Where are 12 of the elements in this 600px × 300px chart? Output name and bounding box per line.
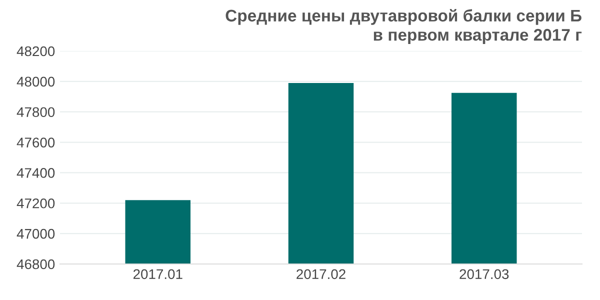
y-tick-label: 47400 bbox=[16, 168, 55, 178]
y-tick-label: 46800 bbox=[16, 259, 55, 270]
y-tick-label: 47800 bbox=[16, 107, 55, 118]
y-tick-label: 47200 bbox=[16, 198, 55, 208]
chart-title: Средние цены двутавровой балки серии Б в первом квартале 2017 г bbox=[226, 9, 582, 44]
y-tick-label: 47000 bbox=[16, 228, 55, 239]
y-tick-label: 47600 bbox=[16, 138, 55, 148]
y-tick-label: 48000 bbox=[16, 76, 55, 87]
y-tick-label: 48200 bbox=[16, 46, 55, 56]
x-tick-label: 2017.02 bbox=[296, 269, 346, 280]
x-tick-label: 2017.03 bbox=[460, 269, 509, 280]
x-tick-label: 2017.01 bbox=[133, 269, 182, 280]
